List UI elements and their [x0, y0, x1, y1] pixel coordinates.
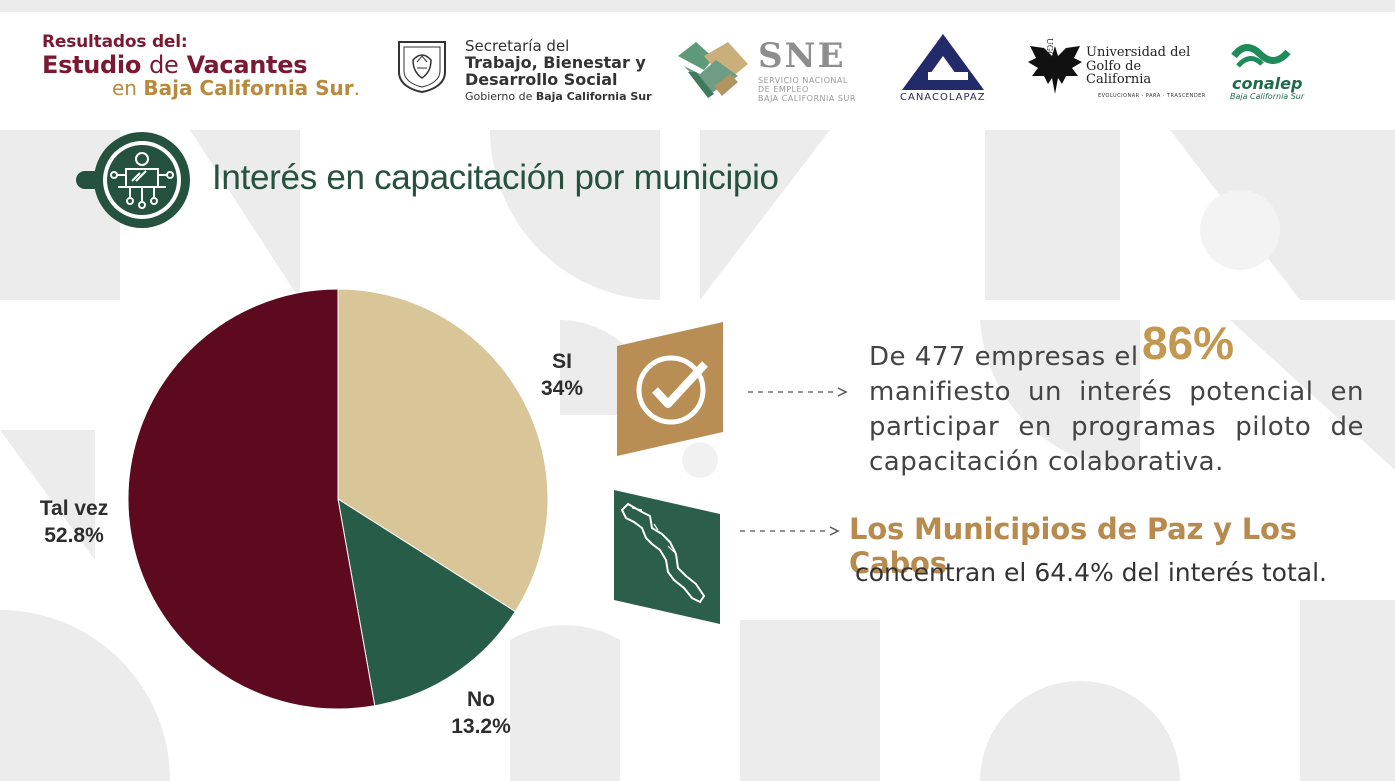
interest-pie-chart: [127, 288, 549, 710]
checkmark-badge-icon: [617, 322, 723, 456]
slice-si-value: 34%: [540, 377, 584, 401]
slice-label-si: SI 34%: [533, 348, 591, 403]
municipios-subtitle: concentran el 64.4% del interés total.: [855, 558, 1327, 587]
ugc-logo-text: Universidad del Golfo de California: [1086, 45, 1191, 88]
slice-no-value: 13.2%: [451, 715, 511, 739]
study-title-line3: en Baja California Sur.: [112, 76, 361, 100]
interest-statement-body: manifiesto un interés potencial en parti…: [869, 377, 1364, 477]
interest-percentage: 86%: [1142, 317, 1235, 369]
canaco-label: CANACOLAPAZ: [900, 92, 986, 103]
arrow-to-municipios-icon: [740, 526, 840, 536]
study-title: Resultados del: Estudio de Vacantes en B…: [42, 32, 361, 100]
training-icon: [76, 132, 190, 228]
study-title-line1: Resultados del:: [42, 32, 188, 52]
slice-tal-vez-name: Tal vez: [39, 497, 109, 520]
handshake-icon: [678, 42, 748, 98]
municipios-title: Los Municipios de Paz y Los Cabos: [849, 512, 1297, 580]
bcs-shield-logo: [398, 41, 446, 94]
interest-statement-line1: De 477 empresas el: [869, 342, 1139, 372]
pie-slice-si: [337, 288, 549, 613]
slice-si-name: SI: [552, 350, 572, 373]
stps-logo-text: Secretaría del Trabajo, Bienestar y Desa…: [465, 37, 652, 104]
sne-logo-text: SNE SERVICIO NACIONAL DE EMPLEO BAJA CAL…: [758, 36, 856, 104]
slice-tal-vez-value: 52.8%: [44, 524, 104, 548]
slice-label-tal-vez: Tal vez 52.8%: [30, 495, 118, 550]
slice-label-no: No 13.2%: [440, 686, 522, 741]
conalep-sub: Baja California Sur: [1230, 92, 1305, 101]
ugc-motto: EVOLUCIONAR · PARA · TRASCENDER: [1098, 93, 1206, 99]
canaco-logo: [902, 34, 984, 90]
baja-california-map-icon: [614, 490, 720, 624]
conalep-label: conalep: [1232, 74, 1303, 93]
section-title: Interés en capacitación por municipio: [212, 158, 779, 197]
pie-slice-tal-vez: [127, 288, 376, 710]
conalep-logo: [1231, 44, 1291, 68]
study-title-line2: Estudio de Vacantes: [42, 51, 308, 79]
pie-slice-no: [337, 497, 516, 707]
ugc-monogram: UGC: [1045, 38, 1054, 58]
eagle-icon: [1028, 46, 1082, 94]
slice-no-name: No: [467, 688, 495, 711]
arrow-to-stat-icon: [748, 387, 848, 397]
interest-statement: De 477 empresas el manifiesto un interés…: [869, 340, 1364, 480]
